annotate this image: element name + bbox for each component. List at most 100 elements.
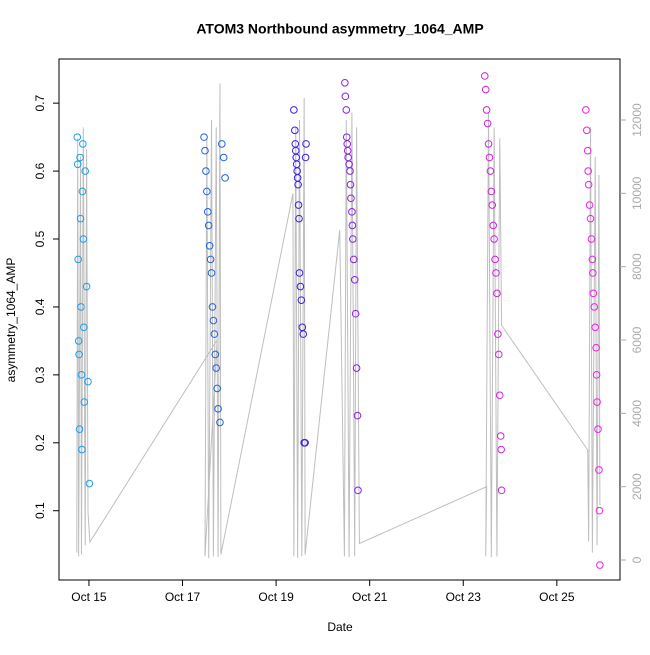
point <box>584 167 592 175</box>
y2-tick-label: 2000 <box>630 473 644 500</box>
point <box>76 214 85 223</box>
point <box>213 384 221 393</box>
point <box>212 364 221 372</box>
point <box>594 425 602 434</box>
point <box>582 126 591 135</box>
y-tick-label: 0.6 <box>33 162 47 179</box>
point <box>204 221 213 230</box>
point <box>347 194 355 203</box>
point <box>75 350 83 359</box>
point <box>497 445 505 454</box>
point <box>342 106 351 114</box>
point <box>301 438 309 447</box>
point <box>585 201 594 209</box>
point <box>79 140 87 148</box>
point <box>495 391 504 400</box>
point <box>587 235 596 243</box>
point <box>294 201 303 209</box>
y2-tick-label: 10000 <box>630 176 644 210</box>
point <box>73 160 82 169</box>
y-tick-label: 0.3 <box>33 366 47 383</box>
point <box>482 106 491 114</box>
y-tick-label: 0.1 <box>33 502 47 519</box>
point <box>484 140 493 148</box>
point <box>219 153 228 162</box>
point <box>211 350 220 359</box>
point <box>497 486 506 495</box>
point <box>348 208 356 216</box>
point <box>491 255 499 264</box>
point <box>208 303 217 311</box>
point <box>209 316 218 325</box>
point <box>294 180 302 189</box>
point <box>78 445 86 454</box>
point <box>216 418 224 427</box>
point <box>79 235 88 243</box>
point <box>346 180 355 189</box>
point <box>588 255 597 264</box>
y2-tick-label: 0 <box>630 556 644 563</box>
point <box>589 269 597 277</box>
y2-tick-label: 4000 <box>630 400 644 427</box>
y2-tick-label: 12000 <box>630 103 644 137</box>
point <box>584 180 593 189</box>
point <box>74 255 82 264</box>
point <box>343 140 352 148</box>
amplitude-line <box>76 83 601 559</box>
point <box>489 221 498 230</box>
point <box>295 214 303 223</box>
point <box>352 364 361 372</box>
x-tick-label: Oct 25 <box>539 590 575 604</box>
point <box>203 187 211 196</box>
point <box>296 282 305 291</box>
point <box>348 221 357 230</box>
point <box>354 486 362 495</box>
point <box>595 466 603 474</box>
point <box>299 330 308 338</box>
point <box>591 323 600 332</box>
point <box>593 398 601 406</box>
chart-title: ATOM3 Northbound asymmetry_1064_AMP <box>196 21 483 37</box>
point <box>291 126 299 135</box>
point <box>221 174 229 182</box>
point <box>301 153 310 162</box>
point <box>218 140 226 148</box>
point <box>73 133 82 141</box>
point <box>595 506 604 515</box>
point <box>200 133 208 141</box>
point <box>341 92 350 101</box>
y-tick-label: 0.4 <box>33 298 47 315</box>
x-axis-label: Date <box>327 620 353 634</box>
point <box>353 411 362 420</box>
point <box>487 187 496 196</box>
point <box>490 235 498 243</box>
point <box>480 72 489 80</box>
point <box>302 140 310 148</box>
point <box>596 561 604 569</box>
point <box>351 309 360 318</box>
point <box>201 146 209 155</box>
point <box>210 330 219 338</box>
point <box>592 343 600 352</box>
point <box>483 119 492 128</box>
y-axis-label: asymmetry_1064_AMP <box>4 258 18 383</box>
point <box>350 275 359 284</box>
point <box>485 153 494 162</box>
y-tick-label: 0.7 <box>33 94 47 111</box>
point <box>486 167 495 175</box>
point <box>205 241 214 250</box>
point <box>582 106 590 114</box>
point <box>493 289 501 298</box>
point <box>77 371 86 379</box>
point <box>590 303 599 311</box>
point <box>79 323 88 332</box>
plot-box <box>58 58 621 581</box>
point <box>77 303 85 311</box>
point <box>586 214 595 223</box>
point <box>481 85 490 94</box>
point <box>295 269 304 277</box>
x-tick-label: Oct 17 <box>165 590 201 604</box>
point <box>492 269 500 277</box>
point <box>78 187 87 196</box>
point <box>80 398 89 406</box>
